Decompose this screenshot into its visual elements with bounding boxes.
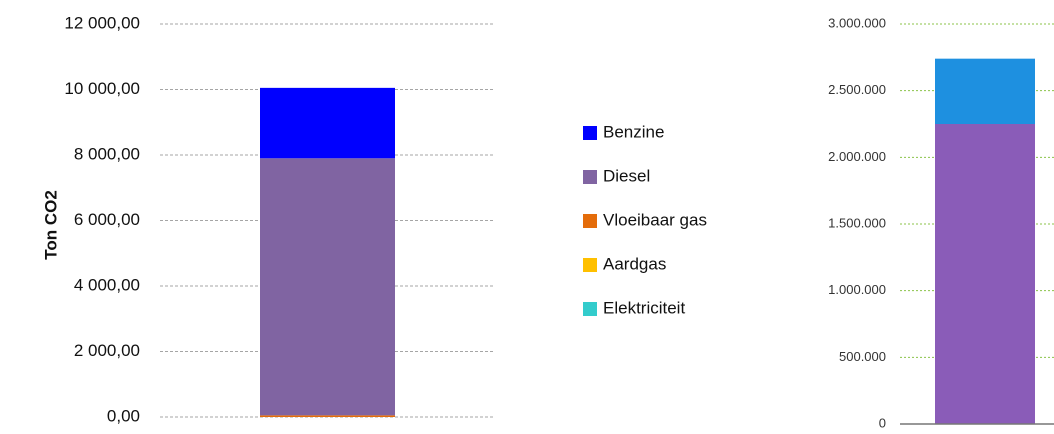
legend-label: Aardgas <box>603 254 666 273</box>
y-tick-label: 1.500.000 <box>828 215 886 230</box>
legend-swatch <box>583 302 597 316</box>
legend-label: Vloeibaar gas <box>603 210 707 229</box>
bar-segment <box>935 58 1035 124</box>
legend-label: Elektriciteit <box>603 298 685 317</box>
legend-label: Benzine <box>603 122 664 141</box>
y-tick-label: 3.000.000 <box>828 15 886 30</box>
y-tick-label: 500.000 <box>839 349 886 364</box>
legend-swatch <box>583 214 597 228</box>
bar-segment <box>260 415 395 417</box>
legend-swatch <box>583 258 597 272</box>
y-tick-label: 0,00 <box>107 406 140 425</box>
y-tick-label: 4 000,00 <box>74 275 140 294</box>
legend-label: Diesel <box>603 166 650 185</box>
y-tick-label: 6 000,00 <box>74 210 140 229</box>
y-tick-label: 10 000,00 <box>64 79 140 98</box>
y-tick-label: 1.000.000 <box>828 282 886 297</box>
y-tick-label: 2.500.000 <box>828 82 886 97</box>
y-axis-label: Ton CO2 <box>41 190 60 260</box>
legend-swatch <box>583 126 597 140</box>
bar-segment <box>260 158 395 416</box>
y-tick-label: 0 <box>879 415 886 430</box>
bar-segment <box>260 87 395 159</box>
y-tick-label: 8 000,00 <box>74 144 140 163</box>
y-tick-label: 2 000,00 <box>74 341 140 360</box>
y-tick-label: 2.000.000 <box>828 149 886 164</box>
y-tick-label: 12 000,00 <box>64 13 140 32</box>
bar-segment <box>935 124 1035 424</box>
legend-swatch <box>583 170 597 184</box>
